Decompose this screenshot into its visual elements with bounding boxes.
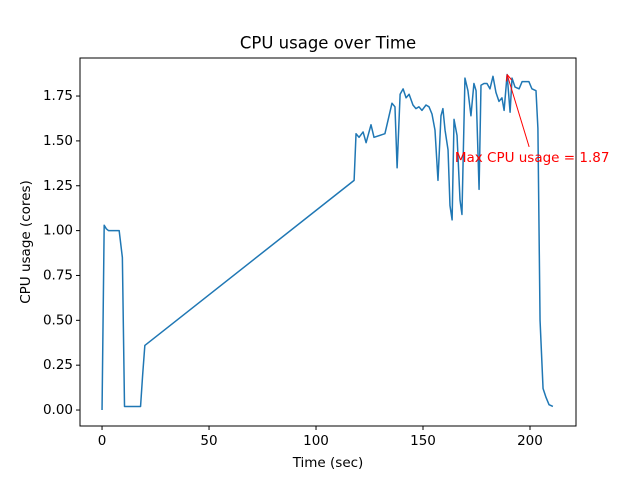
y-tick-label: 0.50	[43, 312, 73, 328]
data-line	[101, 73, 554, 411]
y-tick-label: 1.25	[43, 178, 73, 194]
y-axis-label: CPU usage (cores)	[18, 180, 34, 304]
x-tick-label: 50	[200, 433, 217, 449]
plot-frame	[79, 57, 577, 427]
x-axis-label: Time (sec)	[292, 455, 364, 471]
annotation-arrowhead	[505, 74, 512, 82]
y-tick-label: 0.25	[43, 357, 73, 373]
chart-title: CPU usage over Time	[240, 34, 416, 53]
x-tick-label: 0	[98, 433, 107, 449]
y-tick-label: 1.00	[43, 223, 73, 239]
annotation-arrow	[506, 74, 530, 147]
x-tick-label: 150	[410, 433, 436, 449]
y-tick-label: 1.50	[43, 133, 73, 149]
y-tick-label: 0.00	[43, 402, 73, 418]
y-tick-label: 1.75	[43, 88, 73, 104]
x-tick-label: 100	[303, 433, 329, 449]
annotation-text: Max CPU usage = 1.87	[455, 150, 610, 166]
x-tick-label: 200	[517, 433, 543, 449]
y-tick-label: 0.75	[43, 267, 73, 283]
